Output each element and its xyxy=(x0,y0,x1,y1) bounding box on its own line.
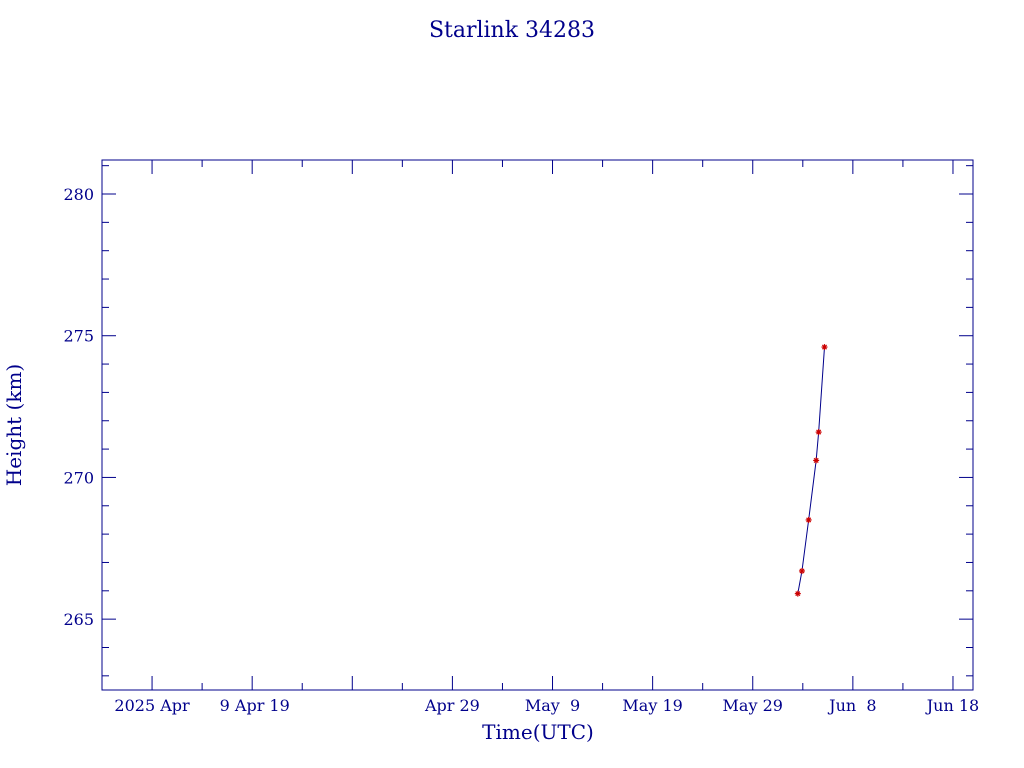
y-tick-label: 270 xyxy=(63,468,94,487)
x-tick-label: May 29 xyxy=(723,696,783,715)
series-group xyxy=(794,344,828,597)
x-tick-label: May 19 xyxy=(622,696,682,715)
y-tick-label: 280 xyxy=(63,185,94,204)
axis-ticks xyxy=(102,160,973,690)
x-tick-label: 9 Apr 19 xyxy=(215,696,290,715)
plot-frame xyxy=(101,159,974,691)
chart-title: Starlink 34283 xyxy=(429,18,595,43)
x-tick-label: Jun 8 xyxy=(827,696,876,715)
data-point xyxy=(794,590,801,597)
series-line xyxy=(797,347,825,594)
data-point xyxy=(821,344,828,351)
tick-labels: 2025 Apr 9 Apr 19 Apr 29 May 9 May 19 May 29… xyxy=(63,185,979,715)
data-point xyxy=(798,567,805,574)
y-tick-label: 265 xyxy=(63,610,94,629)
data-point xyxy=(815,429,822,436)
y-tick-label: 275 xyxy=(63,327,94,346)
x-tick-label: 2025 Apr xyxy=(114,696,190,715)
x-tick-label: Apr 29 xyxy=(424,696,480,715)
data-point xyxy=(813,457,820,464)
data-point xyxy=(805,516,812,523)
y-axis-label: Height (km) xyxy=(2,364,26,486)
x-tick-label: May 9 xyxy=(525,696,580,715)
x-tick-label: Jun 18 xyxy=(925,696,979,715)
x-axis-label: Time(UTC) xyxy=(482,720,594,744)
